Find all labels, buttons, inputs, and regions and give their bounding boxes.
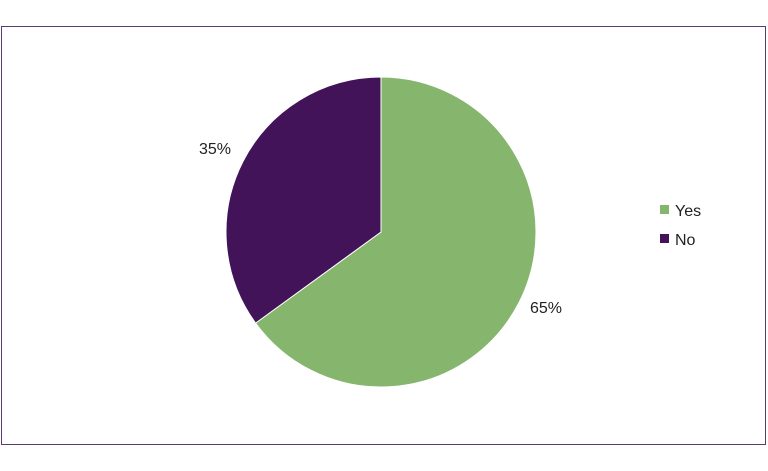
chart-frame (1, 26, 766, 445)
data-label-no: 35% (199, 141, 231, 158)
legend-swatch-yes (660, 205, 669, 214)
pie-slice-yes (254, 76, 537, 388)
data-label-yes: 65% (530, 300, 562, 317)
legend-label-yes: Yes (675, 203, 701, 220)
legend-label-no: No (675, 232, 696, 249)
legend-swatch-no (660, 234, 669, 243)
pie-slice-no (225, 76, 382, 324)
